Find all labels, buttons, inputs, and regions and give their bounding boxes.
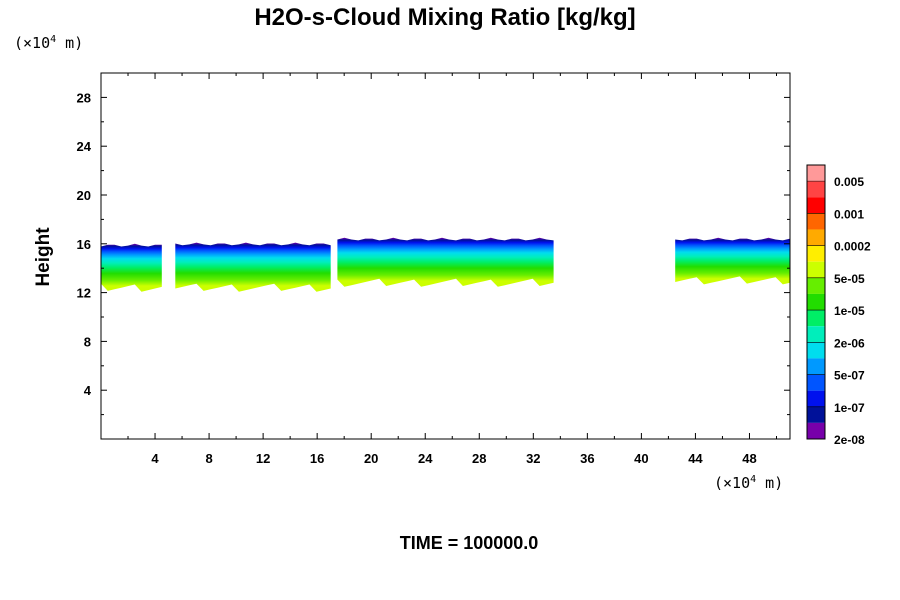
cloud-band [675, 237, 790, 285]
colorbar-swatch [807, 342, 825, 359]
plot-frame [100, 72, 791, 440]
x-tick-label: 48 [742, 451, 756, 466]
colorbar-level-label: 0.001 [834, 207, 864, 221]
x-tick-label: 44 [688, 451, 703, 466]
colorbar-swatch [807, 277, 825, 294]
y-tick-label: 16 [77, 237, 91, 252]
colorbar-swatch [807, 310, 825, 327]
x-tick-label: 12 [256, 451, 270, 466]
colorbar-swatch [807, 197, 825, 214]
colorbar-legend: 0.005 0.001 0.0002 5e-05 1e-05 2e-06 5e-07 1e-0… [806, 164, 871, 447]
colorbar-swatch [807, 358, 825, 375]
x-tick-label: 36 [580, 451, 594, 466]
chart-title: H2O-s-Cloud Mixing Ratio [kg/kg] [254, 4, 635, 31]
y-tick-label: 12 [77, 286, 91, 301]
x-tick-label: 20 [364, 451, 378, 466]
y-tick-label: 4 [84, 383, 92, 398]
cloud-band [101, 243, 162, 292]
colorbar-level-label: 2e-08 [834, 433, 865, 447]
x-tick-label: 8 [205, 451, 212, 466]
colorbar-level-label: 5e-05 [834, 272, 865, 286]
x-unit-label: (×104 m) [714, 474, 783, 492]
colorbar-swatch [807, 293, 825, 311]
y-unit-label: (×104 m) [14, 34, 83, 52]
x-axis: 4 8 12 16 20 24 28 32 36 40 44 48 [127, 73, 777, 466]
x-tick-label: 40 [634, 451, 648, 466]
x-tick-label: 28 [472, 451, 486, 466]
colorbar-level-label: 1e-05 [834, 304, 865, 318]
colorbar-swatch [807, 406, 825, 423]
x-tick-label: 4 [151, 451, 159, 466]
colorbar-swatch [807, 390, 825, 407]
y-tick-label: 24 [77, 139, 92, 154]
y-tick-label: 8 [84, 334, 91, 349]
colorbar-swatch [807, 165, 825, 182]
cloud-field [101, 237, 790, 292]
cloud-band [337, 237, 554, 287]
y-axis: 4 8 12 16 20 24 28 [77, 90, 790, 416]
colorbar-level-label: 0.005 [834, 175, 864, 189]
x-tick-label: 24 [418, 451, 433, 466]
colorbar-level-label: 1e-07 [834, 401, 865, 415]
colorbar-swatch [807, 213, 825, 230]
colorbar-swatch [807, 245, 825, 262]
cloud-band [175, 242, 331, 292]
time-label: TIME = 100000.0 [400, 533, 539, 553]
colorbar-swatch [807, 374, 825, 391]
colorbar-swatch [807, 326, 825, 343]
y-tick-label: 28 [77, 90, 91, 105]
y-tick-label: 20 [77, 188, 91, 203]
colorbar-level-label: 5e-07 [834, 369, 865, 383]
colorbar-level-label: 0.0002 [834, 240, 871, 254]
colorbar-level-label: 2e-06 [834, 336, 865, 350]
colorbar-swatch [807, 261, 825, 278]
colorbar-swatch [807, 181, 825, 198]
y-axis-label: Height [33, 227, 54, 287]
x-tick-label: 32 [526, 451, 540, 466]
colorbar-swatch [807, 229, 825, 246]
x-tick-label: 16 [310, 451, 324, 466]
colorbar-swatch [807, 422, 825, 439]
